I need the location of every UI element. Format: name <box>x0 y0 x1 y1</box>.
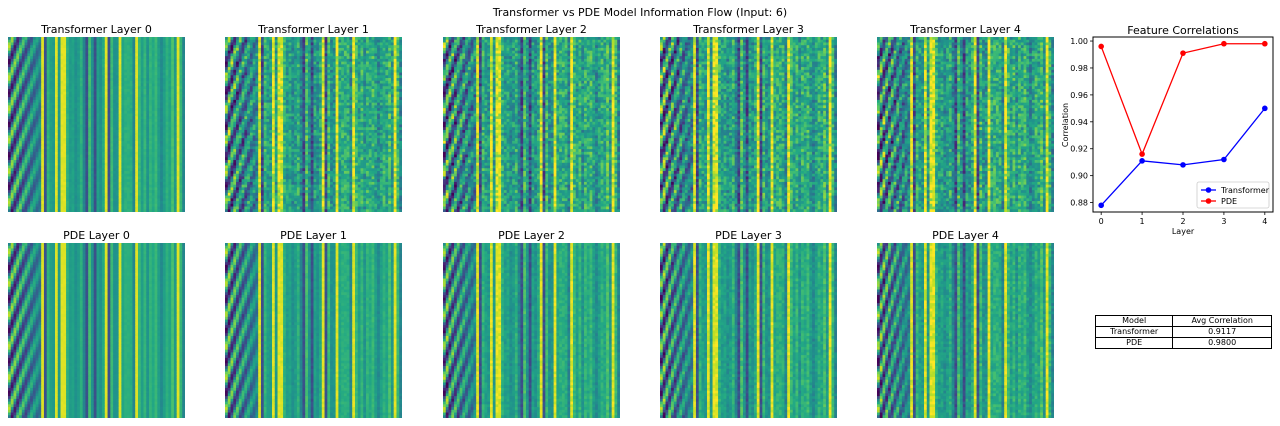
transformer-point <box>1221 156 1227 163</box>
x-axis-label: Layer <box>1172 227 1195 236</box>
transformer-point <box>1098 202 1104 209</box>
pde-layer-1-title: PDE Layer 1 <box>225 229 402 242</box>
table-row: Transformer 0.9117 <box>1094 326 1272 338</box>
pde-layer-0-heatmap <box>8 243 185 418</box>
legend-pde-marker <box>1205 198 1212 204</box>
table-header-row: Model Avg Correlation <box>1094 315 1272 327</box>
series-layer <box>1098 40 1268 209</box>
y-axis-label: Correlation <box>1061 103 1070 147</box>
transformer-layer-1-heatmap <box>225 37 402 212</box>
transformer-layer-0-heatmap <box>8 37 185 212</box>
legend-pde-label: PDE <box>1221 197 1237 206</box>
pde-series-line <box>1100 43 1265 156</box>
y-tick-label: 0.94 <box>1070 118 1088 127</box>
y-tick-label: 0.88 <box>1070 199 1088 208</box>
pde-point <box>1098 43 1104 50</box>
y-tick-label: 1.00 <box>1070 37 1088 46</box>
table-cell: 0.9117 <box>1172 326 1272 338</box>
transformer-layer-1-title: Transformer Layer 1 <box>225 23 402 36</box>
x-tick-label: 4 <box>1262 217 1267 226</box>
avg-correlation-table: Model Avg Correlation Transformer 0.9117… <box>1094 315 1272 349</box>
table-cell: 0.9800 <box>1172 337 1272 349</box>
pde-layer-2-heatmap <box>443 243 620 418</box>
x-tick-label: 2 <box>1180 217 1185 226</box>
y-tick-label: 0.98 <box>1070 64 1088 73</box>
transformer-point <box>1139 158 1145 164</box>
y-axis-ticks: 0.88 0.90 0.92 0.94 0.96 0.98 1.00 <box>1070 37 1093 208</box>
transformer-layer-4-heatmap <box>877 37 1054 212</box>
transformer-point <box>1262 105 1268 112</box>
pde-point <box>1180 50 1186 56</box>
pde-layer-1-heatmap <box>225 243 402 418</box>
transformer-point <box>1180 162 1186 168</box>
chart-title: Feature Correlations <box>1127 24 1239 37</box>
y-tick-label: 0.92 <box>1070 145 1088 154</box>
pde-point <box>1221 40 1227 47</box>
y-tick-label: 0.96 <box>1070 91 1088 100</box>
transformer-layer-3-heatmap <box>660 37 837 212</box>
figure-title: Transformer vs PDE Model Information Flo… <box>0 6 1280 19</box>
table-cell: PDE <box>1094 337 1174 349</box>
legend-transformer-label: Transformer <box>1220 186 1270 195</box>
x-tick-label: 3 <box>1221 217 1226 226</box>
table-header-cell: Model <box>1094 315 1174 327</box>
pde-layer-2-title: PDE Layer 2 <box>443 229 620 242</box>
table-header-cell: Avg Correlation <box>1172 315 1272 327</box>
transformer-layer-2-title: Transformer Layer 2 <box>443 23 620 36</box>
x-tick-label: 0 <box>1099 217 1104 226</box>
pde-point <box>1262 40 1268 47</box>
legend-transformer-marker <box>1205 187 1212 193</box>
pde-layer-3-title: PDE Layer 3 <box>660 229 837 242</box>
table-cell: Transformer <box>1094 326 1174 338</box>
transformer-layer-2-heatmap <box>443 37 620 212</box>
transformer-layer-0-title: Transformer Layer 0 <box>8 23 185 36</box>
pde-point <box>1139 151 1145 157</box>
x-axis-ticks: 0 1 2 3 4 <box>1099 212 1267 226</box>
x-tick-label: 1 <box>1140 217 1145 226</box>
pde-layer-0-title: PDE Layer 0 <box>8 229 185 242</box>
transformer-layer-4-title: Transformer Layer 4 <box>877 23 1054 36</box>
legend: Transformer PDE <box>1196 181 1270 209</box>
pde-layer-4-heatmap <box>877 243 1054 418</box>
transformer-layer-3-title: Transformer Layer 3 <box>660 23 837 36</box>
pde-layer-3-heatmap <box>660 243 837 418</box>
table-row: PDE 0.9800 <box>1094 337 1272 349</box>
pde-layer-4-title: PDE Layer 4 <box>877 229 1054 242</box>
y-tick-label: 0.90 <box>1070 172 1088 181</box>
